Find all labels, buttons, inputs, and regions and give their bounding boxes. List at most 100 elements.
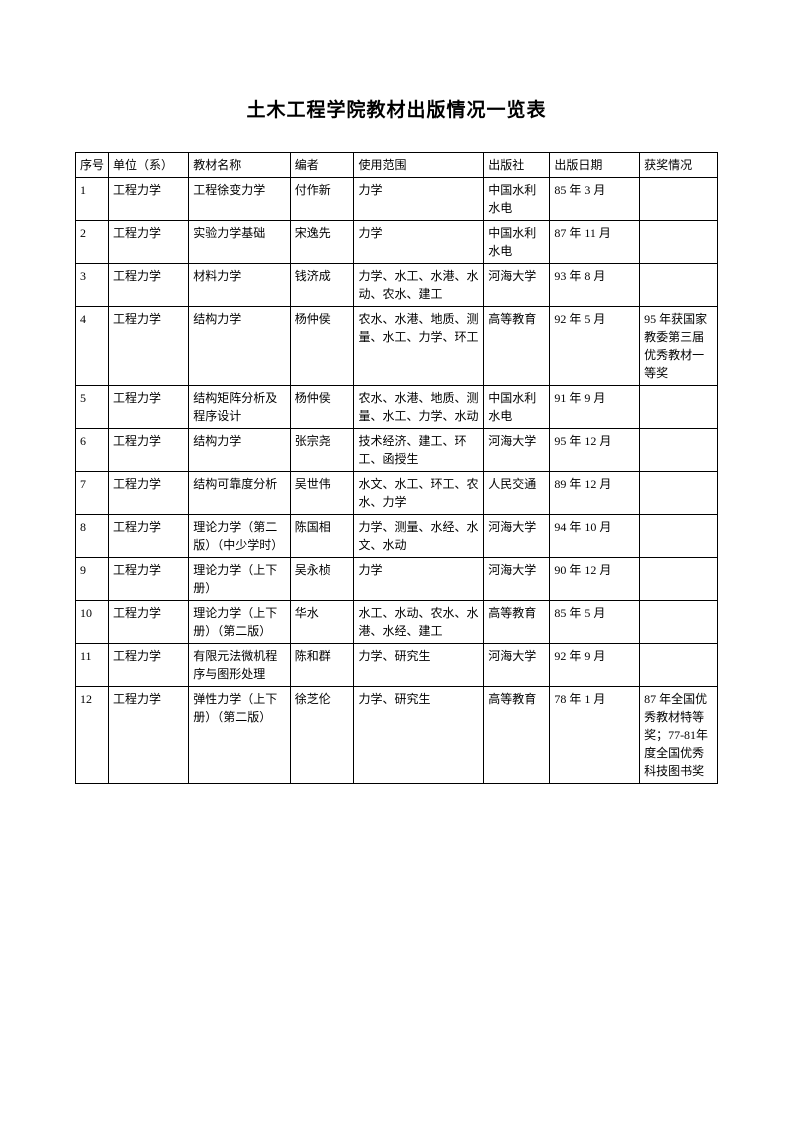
cell-award [640, 515, 718, 558]
cell-dept: 工程力学 [109, 178, 189, 221]
cell-date: 87 年 11 月 [550, 221, 640, 264]
cell-dept: 工程力学 [109, 601, 189, 644]
cell-scope: 水文、水工、环工、农水、力学 [354, 472, 484, 515]
table-row: 6工程力学结构力学张宗尧技术经济、建工、环工、函授生河海大学95 年 12 月 [76, 429, 718, 472]
cell-publisher: 河海大学 [484, 515, 550, 558]
table-row: 4工程力学结构力学杨仲侯农水、水港、地质、测量、水工、力学、环工高等教育92 年… [76, 307, 718, 386]
cell-seq: 9 [76, 558, 109, 601]
cell-name: 弹性力学（上下册）（第二版） [189, 687, 290, 784]
cell-scope: 技术经济、建工、环工、函授生 [354, 429, 484, 472]
cell-publisher: 中国水利水电 [484, 221, 550, 264]
page-title: 土木工程学院教材出版情况一览表 [75, 95, 718, 122]
cell-publisher: 中国水利水电 [484, 178, 550, 221]
cell-seq: 2 [76, 221, 109, 264]
cell-scope: 力学 [354, 558, 484, 601]
cell-publisher: 河海大学 [484, 558, 550, 601]
table-row: 7工程力学结构可靠度分析吴世伟水文、水工、环工、农水、力学人民交通89 年 12… [76, 472, 718, 515]
cell-scope: 力学 [354, 221, 484, 264]
cell-award [640, 386, 718, 429]
cell-name: 结构力学 [189, 307, 290, 386]
table-row: 1工程力学工程徐变力学付作新力学中国水利水电85 年 3 月 [76, 178, 718, 221]
cell-author: 杨仲侯 [290, 307, 354, 386]
cell-date: 85 年 3 月 [550, 178, 640, 221]
cell-name: 实验力学基础 [189, 221, 290, 264]
cell-seq: 6 [76, 429, 109, 472]
cell-name: 工程徐变力学 [189, 178, 290, 221]
table-row: 11工程力学有限元法微机程序与图形处理陈和群力学、研究生河海大学92 年 9 月 [76, 644, 718, 687]
cell-date: 92 年 5 月 [550, 307, 640, 386]
cell-dept: 工程力学 [109, 515, 189, 558]
cell-publisher: 河海大学 [484, 429, 550, 472]
cell-scope: 力学、测量、水经、水文、水动 [354, 515, 484, 558]
cell-dept: 工程力学 [109, 644, 189, 687]
table-row: 3工程力学材料力学钱济成力学、水工、水港、水动、农水、建工河海大学93 年 8 … [76, 264, 718, 307]
cell-author: 宋逸先 [290, 221, 354, 264]
cell-date: 85 年 5 月 [550, 601, 640, 644]
header-author: 编者 [290, 153, 354, 178]
cell-name: 结构矩阵分析及程序设计 [189, 386, 290, 429]
table-row: 9工程力学理论力学（上下册）吴永桢力学河海大学90 年 12 月 [76, 558, 718, 601]
cell-dept: 工程力学 [109, 307, 189, 386]
cell-author: 徐芝伦 [290, 687, 354, 784]
cell-date: 89 年 12 月 [550, 472, 640, 515]
cell-name: 结构力学 [189, 429, 290, 472]
cell-author: 华水 [290, 601, 354, 644]
cell-scope: 农水、水港、地质、测量、水工、力学、环工 [354, 307, 484, 386]
cell-publisher: 河海大学 [484, 644, 550, 687]
cell-publisher: 人民交通 [484, 472, 550, 515]
cell-date: 94 年 10 月 [550, 515, 640, 558]
cell-seq: 4 [76, 307, 109, 386]
cell-award [640, 429, 718, 472]
cell-scope: 水工、水动、农水、水港、水经、建工 [354, 601, 484, 644]
cell-publisher: 高等教育 [484, 601, 550, 644]
cell-publisher: 中国水利水电 [484, 386, 550, 429]
table-row: 2工程力学实验力学基础宋逸先力学中国水利水电87 年 11 月 [76, 221, 718, 264]
cell-dept: 工程力学 [109, 386, 189, 429]
table-row: 8工程力学理论力学（第二版）（中少学时）陈国相力学、测量、水经、水文、水动河海大… [76, 515, 718, 558]
cell-name: 理论力学（第二版）（中少学时） [189, 515, 290, 558]
cell-name: 理论力学（上下册）（第二版） [189, 601, 290, 644]
header-seq: 序号 [76, 153, 109, 178]
header-scope: 使用范围 [354, 153, 484, 178]
cell-author: 钱济成 [290, 264, 354, 307]
header-award: 获奖情况 [640, 153, 718, 178]
cell-date: 91 年 9 月 [550, 386, 640, 429]
cell-author: 张宗尧 [290, 429, 354, 472]
cell-scope: 力学、水工、水港、水动、农水、建工 [354, 264, 484, 307]
cell-seq: 5 [76, 386, 109, 429]
table-row: 5工程力学结构矩阵分析及程序设计杨仲侯农水、水港、地质、测量、水工、力学、水动中… [76, 386, 718, 429]
cell-award [640, 644, 718, 687]
table-row: 10工程力学理论力学（上下册）（第二版）华水水工、水动、农水、水港、水经、建工高… [76, 601, 718, 644]
cell-dept: 工程力学 [109, 472, 189, 515]
cell-award [640, 264, 718, 307]
cell-name: 材料力学 [189, 264, 290, 307]
cell-author: 吴永桢 [290, 558, 354, 601]
cell-author: 陈国相 [290, 515, 354, 558]
cell-date: 95 年 12 月 [550, 429, 640, 472]
cell-dept: 工程力学 [109, 687, 189, 784]
cell-date: 93 年 8 月 [550, 264, 640, 307]
cell-name: 有限元法微机程序与图形处理 [189, 644, 290, 687]
cell-award [640, 221, 718, 264]
cell-award [640, 558, 718, 601]
cell-dept: 工程力学 [109, 558, 189, 601]
cell-author: 陈和群 [290, 644, 354, 687]
cell-publisher: 河海大学 [484, 264, 550, 307]
cell-scope: 农水、水港、地质、测量、水工、力学、水动 [354, 386, 484, 429]
cell-dept: 工程力学 [109, 429, 189, 472]
cell-seq: 8 [76, 515, 109, 558]
cell-publisher: 高等教育 [484, 307, 550, 386]
cell-date: 90 年 12 月 [550, 558, 640, 601]
header-date: 出版日期 [550, 153, 640, 178]
cell-author: 杨仲侯 [290, 386, 354, 429]
cell-seq: 7 [76, 472, 109, 515]
cell-seq: 10 [76, 601, 109, 644]
textbook-table: 序号 单位（系） 教材名称 编者 使用范围 出版社 出版日期 获奖情况 1工程力… [75, 152, 718, 784]
cell-award: 87 年全国优秀教材特等奖；77-81年度全国优秀科技图书奖 [640, 687, 718, 784]
cell-award: 95 年获国家教委第三届优秀教材一等奖 [640, 307, 718, 386]
table-row: 12工程力学弹性力学（上下册）（第二版）徐芝伦力学、研究生高等教育78 年 1 … [76, 687, 718, 784]
cell-date: 92 年 9 月 [550, 644, 640, 687]
cell-seq: 3 [76, 264, 109, 307]
cell-seq: 11 [76, 644, 109, 687]
cell-author: 吴世伟 [290, 472, 354, 515]
